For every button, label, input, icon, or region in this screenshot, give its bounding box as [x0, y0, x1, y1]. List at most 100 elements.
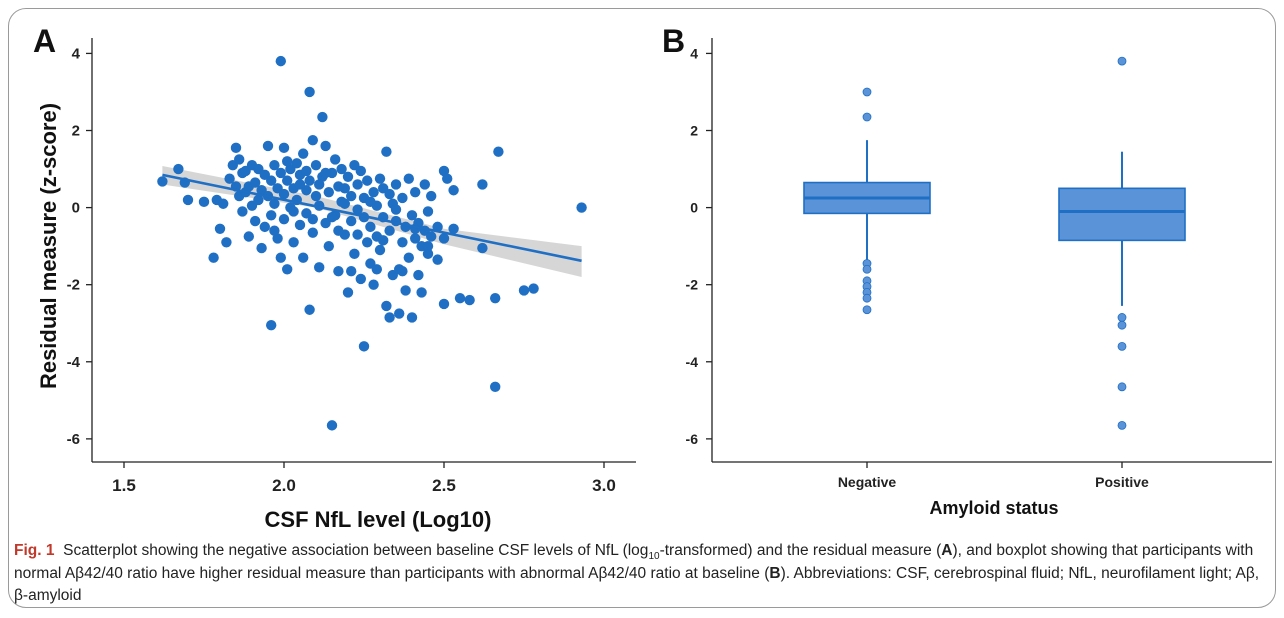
y-tick-label: 2 — [72, 123, 80, 140]
box-chart: 4 2 0 -2 -4 -6 Negative Positive Amyloid status — [686, 38, 1272, 518]
data-point — [397, 237, 408, 248]
data-point — [490, 381, 501, 393]
data-point — [269, 160, 280, 171]
data-point — [275, 55, 286, 67]
y-tick-label: -6 — [686, 431, 699, 447]
data-point — [346, 190, 357, 202]
data-point — [208, 252, 219, 263]
data-point — [250, 215, 261, 227]
data-point — [381, 146, 392, 157]
data-point — [282, 175, 293, 186]
data-point — [576, 202, 587, 213]
data-point — [342, 171, 354, 182]
data-point — [438, 233, 450, 244]
data-point — [259, 221, 270, 233]
data-point — [304, 86, 315, 98]
data-point — [528, 283, 539, 294]
data-point — [330, 154, 341, 165]
data-point — [390, 179, 402, 190]
data-point — [362, 237, 373, 248]
y-tick-label: 2 — [690, 123, 698, 139]
y-axis-label: Residual measure (z-score) — [36, 103, 61, 389]
data-point — [256, 242, 267, 254]
data-point — [282, 264, 293, 275]
data-point — [448, 185, 459, 196]
data-point — [365, 221, 376, 233]
data-point — [406, 210, 418, 221]
data-point — [381, 300, 392, 312]
data-point — [374, 244, 386, 256]
data-point — [269, 225, 280, 236]
data-point — [352, 179, 363, 190]
data-point — [288, 237, 299, 248]
data-point — [310, 190, 322, 202]
data-point — [173, 163, 184, 175]
y-tick-label: -4 — [67, 354, 81, 371]
data-point — [448, 223, 459, 234]
data-point — [224, 173, 235, 184]
data-point — [198, 196, 210, 208]
data-point — [438, 298, 450, 310]
data-point — [326, 420, 338, 431]
data-point — [307, 213, 318, 225]
data-point — [490, 292, 501, 304]
data-point — [406, 312, 418, 323]
x-tick-label: 1.5 — [112, 476, 136, 495]
data-point — [282, 156, 293, 167]
data-point — [410, 233, 421, 244]
data-point — [394, 308, 405, 319]
data-point — [518, 285, 530, 296]
data-point — [234, 154, 245, 165]
outlier-point — [1117, 382, 1127, 392]
data-point — [320, 140, 331, 152]
y-tick-label: 4 — [72, 45, 81, 62]
data-point — [275, 252, 286, 263]
data-point — [413, 269, 424, 281]
data-point — [320, 167, 331, 179]
data-point — [266, 319, 277, 331]
data-point — [397, 266, 408, 277]
data-point — [157, 176, 168, 187]
data-point — [298, 252, 309, 263]
data-point — [400, 285, 411, 296]
outlier-point — [1117, 341, 1127, 351]
data-point — [307, 227, 318, 238]
data-point — [397, 192, 408, 204]
data-point — [243, 231, 254, 242]
data-point — [368, 279, 379, 290]
figure-frame — [8, 8, 1276, 608]
data-point — [403, 173, 414, 184]
outlier-point — [1117, 320, 1127, 330]
x-tick-label: Positive — [1095, 474, 1149, 490]
data-point — [422, 206, 434, 217]
data-point — [355, 273, 366, 285]
data-point — [221, 237, 232, 248]
x-tick-label: Negative — [838, 474, 897, 490]
panel-label-a: A — [33, 23, 56, 59]
data-point — [422, 248, 434, 260]
data-point — [477, 179, 488, 190]
y-tick-label: 0 — [72, 200, 80, 217]
data-point — [230, 142, 242, 154]
box — [1058, 187, 1186, 242]
outlier-point — [862, 87, 872, 97]
caption-panel-a-ref: A — [941, 542, 953, 559]
data-point — [269, 198, 280, 209]
y-tick-label: -6 — [67, 431, 80, 448]
caption-text-3: ), and boxplot showing that participants… — [14, 542, 1254, 582]
data-point — [464, 294, 475, 306]
data-point — [355, 165, 366, 177]
data-point — [333, 225, 344, 236]
data-point — [333, 266, 344, 277]
data-point — [346, 215, 357, 227]
data-point — [314, 179, 325, 190]
data-point — [365, 196, 376, 208]
data-point — [339, 198, 350, 209]
data-point — [374, 173, 386, 184]
x-tick-label: 2.0 — [272, 476, 296, 495]
y-tick-label: -2 — [67, 277, 80, 294]
data-point — [384, 312, 395, 323]
data-point — [422, 240, 434, 252]
data-point — [410, 186, 421, 198]
outlier-point — [1117, 420, 1127, 430]
